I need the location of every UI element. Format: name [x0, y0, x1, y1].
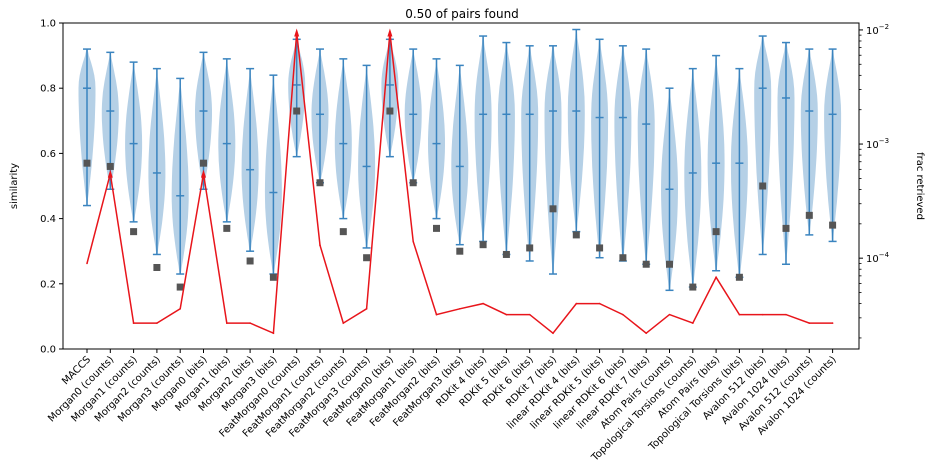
- frac-retrieved-point: [622, 313, 624, 316]
- frac-retrieved-point: [249, 322, 251, 324]
- frac-retrieved-point: [528, 313, 531, 316]
- frac-retrieved-point: [272, 332, 275, 335]
- marker-square: [829, 221, 837, 229]
- marker-square: [572, 231, 580, 239]
- marker-square: [106, 162, 114, 170]
- frac-retrieved-point: [831, 322, 834, 324]
- frac-retrieved-point: [785, 313, 787, 316]
- marker-square: [409, 179, 417, 187]
- y-axis-label: similarity: [9, 163, 20, 209]
- marker-square: [176, 283, 184, 291]
- frac-retrieved-point: [365, 308, 368, 310]
- frac-retrieved-point: [505, 313, 508, 316]
- frac-retrieved-point: [761, 313, 764, 316]
- frac-retrieved-peak-marker: [387, 28, 393, 37]
- frac-retrieved-point: [342, 322, 345, 324]
- y-tick-label: 0.2: [40, 279, 56, 290]
- marker-square: [549, 205, 557, 213]
- frac-retrieved-point: [482, 302, 484, 305]
- frac-retrieved-point: [226, 322, 228, 324]
- frac-retrieved-point: [738, 313, 741, 316]
- frac-retrieved-point: [435, 313, 438, 316]
- frac-retrieved-point: [156, 322, 158, 324]
- marker-square: [666, 260, 673, 268]
- marker-square: [502, 250, 510, 258]
- frac-retrieved-point: [668, 313, 671, 316]
- marker-square: [130, 228, 138, 236]
- marker-square: [689, 283, 697, 291]
- marker-square: [269, 273, 277, 281]
- marker-square: [479, 241, 487, 249]
- marker-square: [316, 179, 324, 187]
- chart-title: 0.50 of pairs found: [405, 7, 519, 21]
- y-tick-label: 0.0: [40, 345, 56, 356]
- y-tick-label: 0.8: [40, 84, 56, 95]
- marker-square: [83, 159, 91, 167]
- frac-retrieved-peak-marker: [294, 28, 300, 37]
- marker-square: [223, 224, 231, 232]
- frac-retrieved-peak-marker: [107, 169, 113, 178]
- frac-retrieved-point: [552, 332, 554, 335]
- frac-retrieved-point: [179, 308, 181, 310]
- marker-square: [246, 257, 254, 265]
- marker-square: [596, 244, 604, 252]
- plot-frame: [62, 22, 860, 350]
- marker-square: [805, 211, 813, 219]
- frac-retrieved-point: [86, 262, 88, 265]
- marker-square: [735, 273, 743, 281]
- marker-square: [363, 254, 371, 262]
- marker-square: [293, 107, 301, 115]
- marker-square: [153, 264, 161, 271]
- marker-square: [759, 182, 767, 190]
- frac-retrieved-point: [692, 322, 694, 324]
- marker-square: [386, 107, 394, 115]
- marker-square: [642, 260, 650, 268]
- marker-square: [200, 159, 207, 167]
- frac-retrieved-point: [645, 332, 647, 335]
- frac-retrieved-point: [459, 308, 461, 310]
- frac-retrieved-point: [132, 322, 135, 324]
- marker-square: [782, 224, 790, 232]
- frac-retrieved-point: [808, 322, 811, 324]
- y-tick-label: 0.4: [40, 214, 56, 225]
- marker-square: [433, 224, 440, 232]
- y-tick-label: 0.6: [40, 149, 56, 160]
- frac-retrieved-point: [575, 302, 578, 305]
- y2-axis-label: frac retrieved: [914, 152, 925, 220]
- plot-area: [78, 28, 842, 335]
- y-tick-label: 1.0: [40, 19, 56, 30]
- marker-square: [456, 247, 464, 255]
- marker-square: [619, 254, 627, 262]
- frac-retrieved-point: [598, 302, 601, 305]
- frac-retrieved-peak-marker: [201, 169, 206, 178]
- frac-retrieved-point: [412, 240, 415, 243]
- marker-square: [526, 244, 534, 252]
- marker-square: [339, 228, 347, 236]
- marker-square: [712, 228, 720, 236]
- frac-retrieved-point: [715, 276, 717, 279]
- frac-retrieved-point: [319, 244, 321, 246]
